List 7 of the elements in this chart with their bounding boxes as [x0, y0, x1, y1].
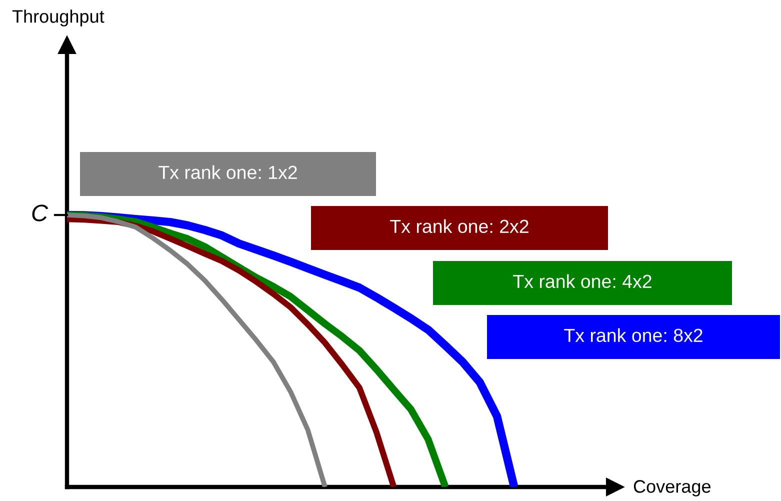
text: Tx rank one: 2x2 [390, 219, 528, 234]
text: Tx rank one: 4x2 [513, 274, 652, 288]
text: Coverage [634, 480, 710, 496]
text: Tx rank one: 1x2 [158, 165, 297, 180]
text: Tx rank one: 8x2 [564, 328, 702, 342]
text: Throughput [12, 10, 104, 26]
text: C [32, 204, 48, 222]
